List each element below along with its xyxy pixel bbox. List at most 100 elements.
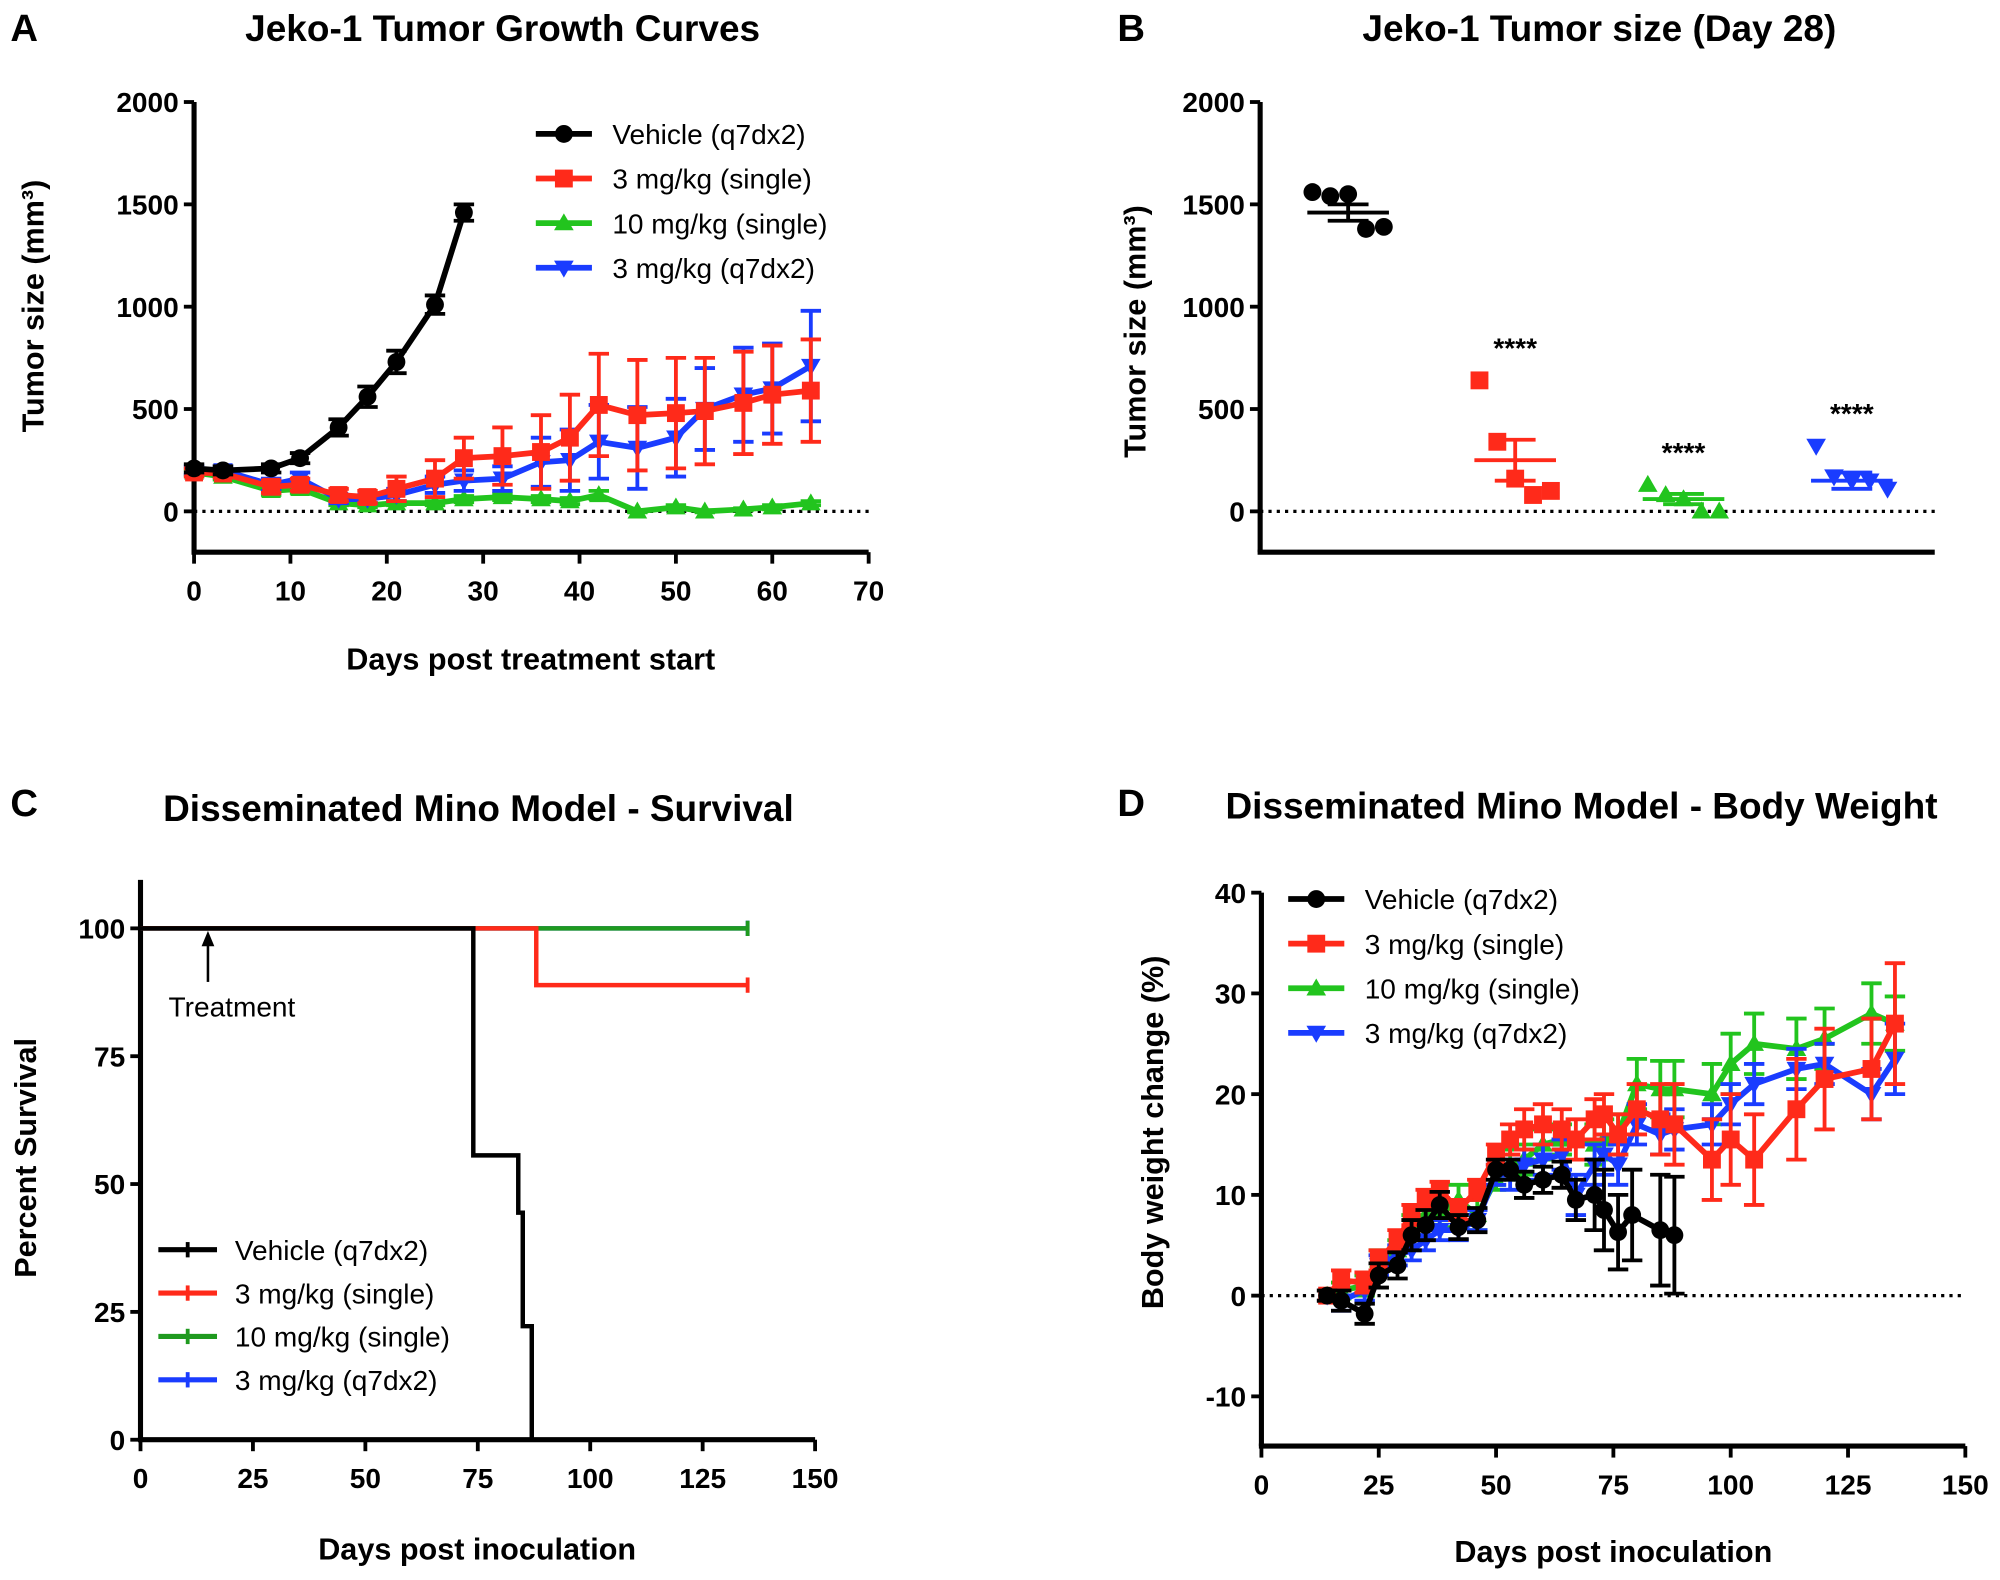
panel-d-data-point <box>1566 1190 1585 1209</box>
panel-d-data-point <box>1416 1216 1435 1235</box>
panel-d-data-point <box>1608 1157 1628 1175</box>
panel-b-y-tick-label: 500 <box>1198 394 1245 425</box>
panel-d-data-point <box>1449 1218 1468 1237</box>
panel-d-legend-marker <box>1307 934 1326 953</box>
panel-c-x-tick-label: 75 <box>462 1463 493 1494</box>
panel-a-data-point <box>454 489 474 507</box>
panel-d-legend-label: 3 mg/kg (q7dx2) <box>1365 1018 1568 1049</box>
panel-d-data-point <box>1515 1120 1534 1139</box>
panel-d-data-point <box>1594 1147 1614 1165</box>
panel-d-data-point <box>1651 1110 1670 1129</box>
panel-a-data-point <box>588 485 609 503</box>
panel-d-data-point <box>1515 1175 1534 1194</box>
panel-d-data-point <box>1651 1221 1670 1240</box>
panel-d-data-point <box>1501 1160 1520 1179</box>
panel-d-data-point <box>1332 1271 1351 1290</box>
panel-d-y-tick-label: 10 <box>1215 1180 1246 1211</box>
panel-d-data-point <box>1585 1185 1604 1204</box>
treatment-arrowhead <box>201 930 215 947</box>
panel-a-data-point <box>358 488 377 506</box>
panel-a-legend-marker <box>554 169 573 188</box>
panel-a-data-point <box>628 406 647 425</box>
panel-a-data-point <box>425 493 445 511</box>
panel-label-b: B <box>1117 7 1145 50</box>
panel-label-c: C <box>10 782 38 825</box>
panel-c-legend-label: 3 mg/kg (q7dx2) <box>235 1365 438 1396</box>
panel-a-data-point <box>291 449 309 468</box>
panel-d-data-point <box>1355 1304 1374 1323</box>
panel-d-data-point <box>1702 1084 1722 1102</box>
panel-d-data-point <box>1566 1130 1585 1149</box>
panel-d-data-point <box>1595 1105 1613 1124</box>
panel-d-data-point <box>1720 1054 1741 1072</box>
panel-b-point-1 <box>1524 486 1542 504</box>
panel-b-point-0 <box>1339 185 1358 204</box>
panel-a-legend-label: 3 mg/kg (single) <box>612 164 812 195</box>
panel-a-data-point <box>454 203 473 222</box>
panel-c-y-tick-label: 0 <box>110 1425 126 1456</box>
panel-d-data-point <box>1501 1130 1520 1149</box>
panel-a-y-tick-label: 1000 <box>116 292 178 323</box>
panel-d-data-point <box>1787 1100 1806 1119</box>
panel-a-data-point <box>387 353 406 371</box>
panel-d-data-point <box>1429 1223 1450 1240</box>
panel-a-xlabel: Days post treatment start <box>346 642 715 676</box>
panel-d-data-point <box>1388 1256 1407 1275</box>
panel-a-x-tick-label: 30 <box>468 576 499 607</box>
panel-b-point-0 <box>1357 219 1375 238</box>
panel-d-data-point <box>1609 1223 1628 1242</box>
panel-d-data-point <box>1721 1130 1740 1149</box>
panel-a-data-point <box>291 475 309 494</box>
panel-d-y-tick-label: 20 <box>1215 1079 1246 1110</box>
panel-d-data-point <box>1534 1170 1552 1189</box>
panel-c-y-tick-label: 50 <box>94 1169 125 1200</box>
panel-b-point-3 <box>1806 438 1826 456</box>
panel-d-x-tick-label: 125 <box>1825 1470 1872 1501</box>
panel-d-xlabel: Days post inoculation <box>1454 1535 1772 1569</box>
panel-c-survival-curve-0 <box>140 926 537 1442</box>
panel-a-data-point <box>262 459 281 478</box>
panel-a-title: Jeko-1 Tumor Growth Curves <box>245 8 760 49</box>
panel-a-x-tick-label: 50 <box>660 576 691 607</box>
panel-a-y-tick-label: 500 <box>132 394 179 425</box>
panel-d-data-point <box>1623 1206 1642 1224</box>
panel-a-data-point <box>801 493 821 511</box>
panel-c-ylabel: Percent Survival <box>9 1038 43 1278</box>
panel-b-point-2 <box>1709 501 1730 519</box>
panel-b-point-1 <box>1470 371 1489 390</box>
panel-a-x-tick-label: 60 <box>757 576 788 607</box>
panel-d-x-tick-label: 100 <box>1707 1470 1754 1501</box>
panel-d-y-tick-label: 30 <box>1215 979 1246 1010</box>
panel-a-x-tick-label: 20 <box>371 576 402 607</box>
panel-a-data-point <box>454 449 473 468</box>
panel-d-data-point <box>1318 1286 1337 1305</box>
panel-c-x-tick-label: 25 <box>237 1463 268 1494</box>
panel-a-x-tick-label: 70 <box>853 576 884 607</box>
panel-b-significance-label: **** <box>1662 437 1706 468</box>
panel-c-x-tick-label: 50 <box>350 1463 381 1494</box>
panel-d-data-point <box>1369 1266 1388 1285</box>
panel-d-data-point <box>1745 1150 1764 1169</box>
panel-d-data-point <box>1533 1152 1553 1170</box>
panel-d-title: Disseminated Mino Model - Body Weight <box>1225 786 1937 827</box>
panel-a-series-line-0 <box>193 211 467 474</box>
panel-d-data-point <box>1402 1226 1421 1245</box>
panel-d-data-point <box>1552 1165 1571 1184</box>
panel-d-data-point <box>1744 1076 1764 1094</box>
panel-a-data-point <box>763 385 782 404</box>
panel-a-y-tick-label: 2000 <box>116 87 178 118</box>
panel-a-data-point <box>801 381 820 400</box>
panel-a-data-point <box>492 487 513 505</box>
panel-c-legend-label: 3 mg/kg (single) <box>235 1278 435 1309</box>
panel-a-data-point <box>695 402 714 421</box>
panel-c-legend-label: 10 mg/kg (single) <box>235 1322 450 1353</box>
panel-a-data-point <box>214 461 232 480</box>
panel-b-point-3 <box>1877 481 1898 499</box>
panel-d-x-tick-label: 150 <box>1942 1470 1989 1501</box>
panel-a-data-point <box>560 491 580 509</box>
panel-a-data-point <box>387 479 406 498</box>
panel-d-data-point <box>1430 1180 1449 1199</box>
panel-c-title: Disseminated Mino Model - Survival <box>163 788 794 829</box>
panel-d-data-point <box>1862 1060 1881 1078</box>
panel-a-data-point <box>734 393 753 412</box>
